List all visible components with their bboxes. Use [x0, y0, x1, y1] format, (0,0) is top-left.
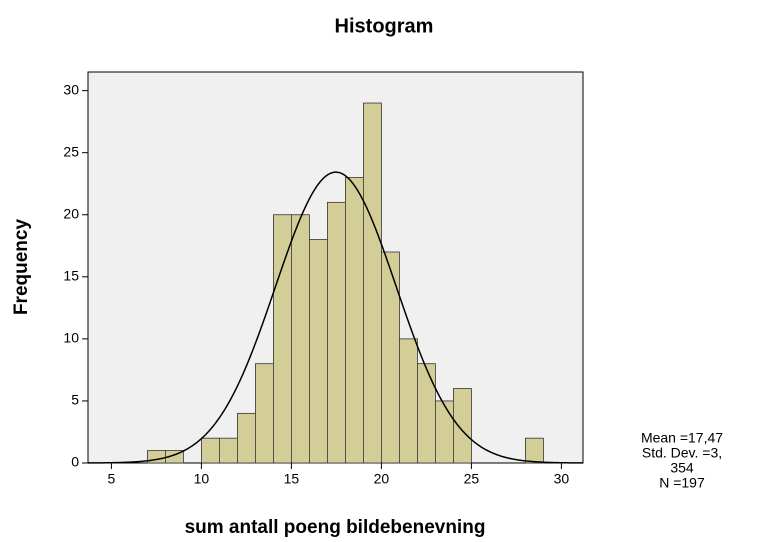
- stats-text: Mean =17,47: [641, 430, 723, 446]
- bar: [308, 239, 328, 464]
- chart-title: Histogram: [335, 15, 434, 37]
- y-tick-label: 15: [63, 268, 79, 284]
- bar: [290, 214, 310, 464]
- bar: [380, 251, 400, 464]
- stats-text: Std. Dev. =3,: [642, 445, 722, 461]
- bar: [272, 214, 292, 464]
- x-axis-label: sum antall poeng bildebenevning: [185, 517, 486, 538]
- y-axis-label: Frequency: [11, 219, 32, 316]
- bar: [254, 363, 274, 464]
- bar: [398, 338, 418, 464]
- y-tick-label: 5: [71, 392, 79, 408]
- stats-text: 354: [670, 460, 694, 476]
- normal-curve: [87, 171, 583, 464]
- bar: [434, 400, 454, 464]
- x-tick-label: 10: [194, 471, 210, 487]
- bar: [326, 201, 346, 464]
- x-tick-label: 15: [284, 471, 300, 487]
- y-tick-label: 20: [63, 205, 79, 221]
- y-tick-label: 25: [63, 143, 79, 159]
- y-tick-label: 0: [71, 454, 79, 470]
- x-tick-label: 5: [108, 471, 116, 487]
- stats-text: N =197: [659, 475, 705, 491]
- bar: [236, 412, 256, 464]
- y-tick-label: 10: [63, 330, 79, 346]
- y-tick-label: 30: [63, 81, 79, 97]
- x-tick-label: 30: [554, 471, 570, 487]
- x-tick-label: 20: [374, 471, 390, 487]
- bar: [416, 363, 436, 464]
- bar: [525, 437, 544, 464]
- bar: [344, 177, 364, 464]
- x-tick-label: 25: [464, 471, 480, 487]
- bar: [200, 437, 220, 464]
- bar: [362, 102, 382, 464]
- bar: [218, 437, 238, 464]
- bar: [452, 388, 472, 464]
